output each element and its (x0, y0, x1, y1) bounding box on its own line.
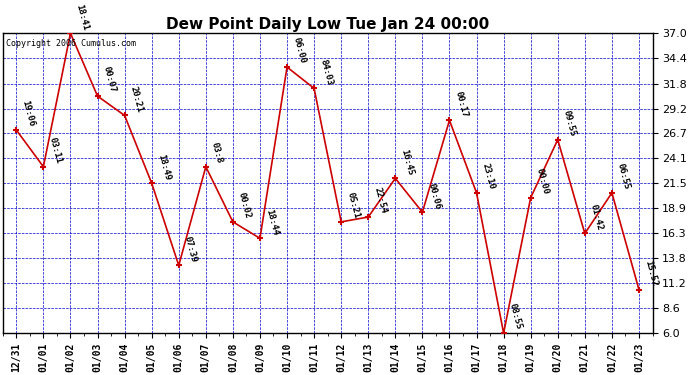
Text: 16:45: 16:45 (400, 148, 415, 176)
Text: 84:03: 84:03 (318, 58, 334, 86)
Text: Copyright 2006 Cumulus.com: Copyright 2006 Cumulus.com (6, 39, 136, 48)
Text: 20:21: 20:21 (129, 85, 144, 113)
Text: 22:54: 22:54 (373, 187, 388, 215)
Title: Dew Point Daily Low Tue Jan 24 00:00: Dew Point Daily Low Tue Jan 24 00:00 (166, 17, 489, 32)
Text: 03:8: 03:8 (210, 141, 224, 165)
Text: 03:11: 03:11 (48, 136, 63, 165)
Text: 07:39: 07:39 (183, 235, 199, 263)
Text: 06:55: 06:55 (616, 162, 632, 190)
Text: 01:42: 01:42 (589, 203, 604, 231)
Text: 00:17: 00:17 (453, 90, 469, 118)
Text: 08:55: 08:55 (508, 303, 524, 331)
Text: 23:10: 23:10 (481, 162, 496, 190)
Text: 00:02: 00:02 (237, 191, 253, 220)
Text: 18:49: 18:49 (156, 153, 172, 181)
Text: 00:06: 00:06 (426, 182, 442, 210)
Text: 18:41: 18:41 (75, 3, 90, 31)
Text: 05:21: 05:21 (345, 191, 361, 220)
Text: 19:06: 19:06 (21, 99, 36, 128)
Text: 00:00: 00:00 (535, 167, 551, 195)
Text: 06:00: 06:00 (291, 37, 307, 65)
Text: 18:44: 18:44 (264, 208, 279, 236)
Text: 00:07: 00:07 (101, 66, 117, 94)
Text: 15:52: 15:52 (643, 259, 659, 287)
Text: 09:55: 09:55 (562, 109, 578, 138)
